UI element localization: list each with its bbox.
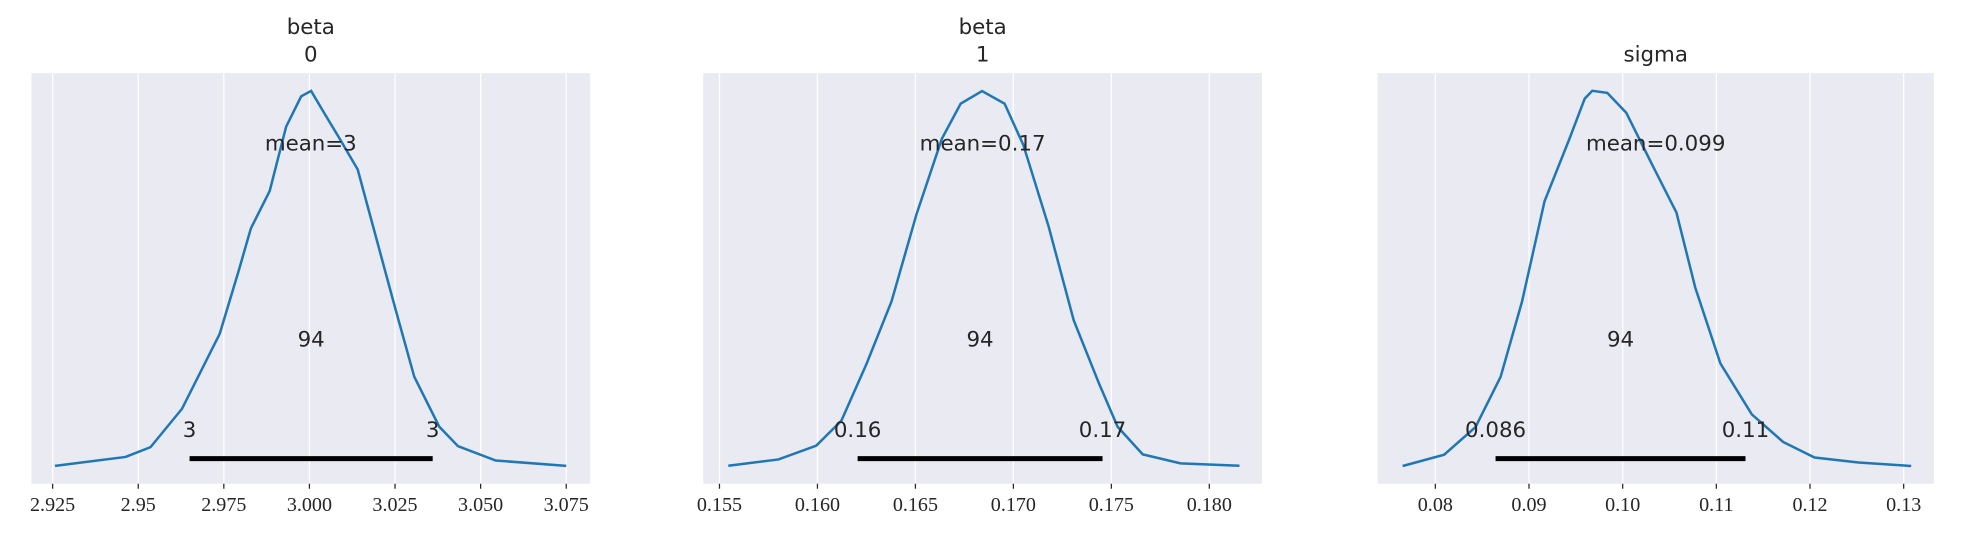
x-tick-label: 0.11 <box>1699 494 1733 516</box>
x-tick-label: 0.10 <box>1605 494 1640 516</box>
hdi-lower-label: 0.16 <box>834 418 882 443</box>
mean-label: mean=0.099 <box>1586 132 1725 157</box>
hdi-prob-label: 94 <box>298 328 325 353</box>
x-tick-label: 2.95 <box>121 494 156 516</box>
panel-title: sigma <box>1623 43 1687 68</box>
plot-area <box>31 73 591 484</box>
density-curve <box>54 89 567 468</box>
x-tick-label: 0.165 <box>893 494 938 516</box>
hdi-lower-label: 3 <box>183 418 197 443</box>
mean-label: mean=3 <box>265 132 357 157</box>
panel-title: beta <box>287 15 335 40</box>
hdi-upper-label: 0.11 <box>1722 418 1769 443</box>
hdi-prob-label: 94 <box>1607 328 1634 353</box>
x-tick-label: 0.09 <box>1511 494 1546 516</box>
x-tick-label: 0.08 <box>1418 494 1453 516</box>
plot-area <box>1377 73 1934 484</box>
panel-subtitle: 1 <box>976 43 990 68</box>
x-tick-label: 0.13 <box>1886 494 1921 516</box>
x-tick-label: 3.075 <box>544 494 589 516</box>
x-tick-label: 0.175 <box>1089 494 1134 516</box>
density-curve <box>728 89 1240 467</box>
plot-area <box>703 73 1263 484</box>
x-tick-label: 3.000 <box>287 494 332 516</box>
x-tick-label: 0.170 <box>991 494 1036 516</box>
x-tick-label: 0.12 <box>1792 494 1827 516</box>
panel-subtitle: 0 <box>304 43 318 68</box>
hdi-lower-label: 0.086 <box>1465 418 1526 443</box>
panel-title: beta <box>959 15 1007 40</box>
x-tick-label: 0.155 <box>697 494 742 516</box>
x-tick-label: 2.925 <box>30 494 75 516</box>
x-tick-label: 2.975 <box>201 494 246 516</box>
x-tick-label: 0.160 <box>795 494 840 516</box>
hdi-prob-label: 94 <box>966 328 993 353</box>
x-tick-label: 3.025 <box>372 494 417 516</box>
x-tick-label: 3.050 <box>458 494 503 516</box>
density-curve <box>1402 89 1912 468</box>
mean-label: mean=0.17 <box>920 132 1046 157</box>
hdi-upper-label: 3 <box>426 418 440 443</box>
hdi-upper-label: 0.17 <box>1079 418 1127 443</box>
x-tick-label: 0.180 <box>1187 494 1232 516</box>
